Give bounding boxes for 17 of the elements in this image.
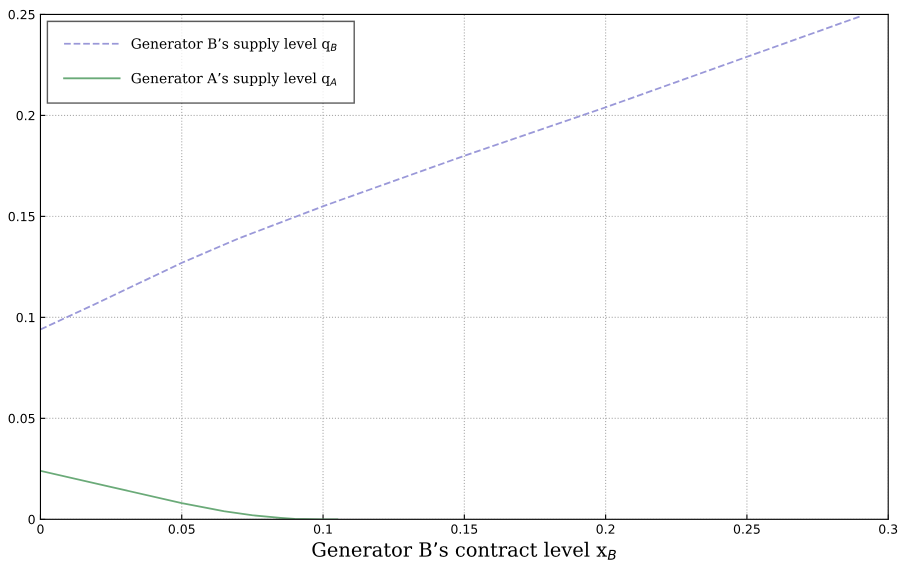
- y-tick-label: 0.05: [8, 414, 34, 424]
- x-tick-label: 0: [37, 524, 44, 534]
- x-tick-label: 0.1: [314, 524, 332, 534]
- y-tick-label: 0.15: [8, 212, 34, 222]
- x-tick-label: 0.15: [451, 524, 478, 534]
- y-tick-label: 0.2: [16, 110, 34, 120]
- y-tick-label: 0: [28, 514, 35, 524]
- legend-label: Generator B’s supply level q$_{B}$: [132, 38, 337, 52]
- x-tick-label: 0.2: [596, 524, 614, 534]
- x-tick-label: 0.25: [734, 524, 760, 534]
- legend-label: Generator A’s supply level q$_{A}$: [132, 72, 336, 86]
- y-tick-label: 0.1: [16, 312, 34, 322]
- x-tick-label: 0.05: [168, 524, 195, 534]
- line-series: [40, 16, 861, 330]
- x-axis-title: Generator B’s contract level x$_{B}$: [312, 542, 616, 560]
- x-tick-label: 0.3: [879, 524, 898, 534]
- y-tick-label: 0.25: [8, 10, 34, 20]
